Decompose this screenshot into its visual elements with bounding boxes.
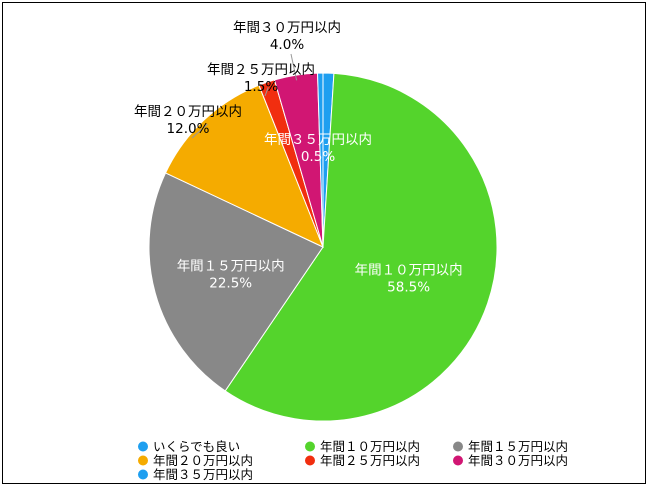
leader-line (264, 87, 269, 97)
pie-slice (224, 72, 498, 422)
leader-line (290, 53, 298, 81)
legend-swatch (138, 469, 148, 480)
legend-label: 年間１０万円以内 (320, 439, 420, 454)
legend-label: 年間３５万円以内 (153, 467, 253, 482)
legend-label: 年間２０万円以内 (153, 453, 253, 468)
slice-percent-label: 0.5% (301, 149, 335, 165)
legend-label: いくらでも良い (153, 439, 240, 454)
legend-swatch (453, 455, 463, 466)
legend-swatch (305, 455, 315, 466)
slice-category-label: 年間２０万円以内 (134, 104, 242, 120)
legend-swatch (138, 441, 148, 452)
slice-category-label: 年間２５万円以内 (207, 62, 315, 78)
legend-label: 年間１５万円以内 (468, 439, 568, 454)
legend: いくらでも良い 年間１０万円以内 年間１５万円以内年間２０万円以内 年間２５万円以内年… (138, 439, 568, 482)
pie-chart: 年間１０万円以内58.5%年間１５万円以内22.5%年間２０万円以内12.0%年… (134, 20, 568, 482)
slice-category-label: 年間３５万円以内 (264, 132, 372, 148)
slice-percent-label: 22.5% (209, 275, 252, 291)
pie-slice (148, 172, 324, 392)
slice-category-label: 年間３０万円以内 (233, 20, 341, 36)
slice-category-label: 年間１０万円以内 (355, 262, 463, 278)
slice-percent-label: 4.0% (270, 37, 304, 53)
slice-percent-label: 1.5% (244, 79, 278, 95)
legend-swatch (138, 455, 148, 466)
legend-label: 年間３０万円以内 (468, 453, 568, 468)
pie-slices (148, 72, 498, 422)
legend-swatch (453, 441, 463, 452)
slice-category-label: 年間１５万円以内 (177, 258, 285, 274)
slice-percent-label: 58.5% (387, 279, 430, 295)
leader-lines (191, 53, 298, 139)
slice-percent-label: 12.0% (167, 121, 210, 137)
leader-line (191, 123, 208, 139)
legend-swatch (305, 441, 315, 452)
legend-label: 年間２５万円以内 (320, 453, 420, 468)
chart-frame: 年間１０万円以内 58.5% 年間１５万円以内 22.5% 年間２０万円以内 12.0% 年… (2, 2, 646, 484)
pie-slice (317, 72, 324, 248)
